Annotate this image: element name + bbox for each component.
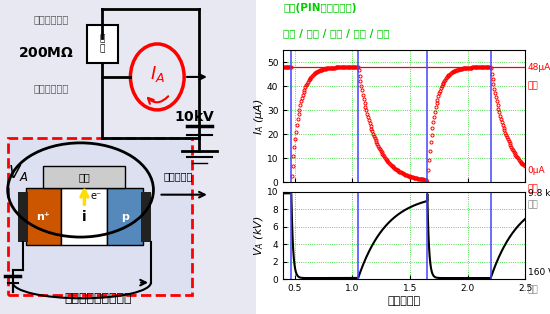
- Bar: [107, 188, 143, 245]
- Bar: [62, 188, 107, 245]
- Text: p: p: [122, 212, 129, 222]
- Text: 負
荷: 負 荷: [100, 34, 105, 54]
- Text: 真空パワースイッチ: 真空パワースイッチ: [65, 292, 132, 305]
- Text: 入力(PINダイオード): 入力(PINダイオード): [283, 3, 357, 13]
- Text: n⁺: n⁺: [37, 212, 51, 222]
- Text: （アース）: （アース）: [163, 171, 192, 181]
- Y-axis label: $I_A$ (μA): $I_A$ (μA): [251, 98, 266, 134]
- Bar: [18, 192, 28, 242]
- Text: オフ: オフ: [527, 200, 538, 209]
- Bar: [8, 138, 192, 295]
- Text: 160 V: 160 V: [527, 268, 550, 277]
- Text: $\mathbf{10kV}$: $\mathbf{10kV}$: [174, 109, 215, 124]
- Bar: [43, 166, 125, 188]
- Text: i: i: [82, 210, 87, 224]
- Text: オン: オン: [527, 82, 538, 91]
- X-axis label: 時間（秒）: 時間（秒）: [388, 296, 421, 306]
- Text: オフ / オン / オフ / オン / オフ: オフ / オン / オフ / オン / オフ: [283, 28, 390, 38]
- Text: $I_A$: $I_A$: [150, 64, 165, 84]
- Text: 0μA: 0μA: [527, 165, 545, 175]
- Text: e⁻: e⁻: [91, 191, 102, 201]
- Text: （高電圧側）: （高電圧側）: [34, 14, 69, 24]
- Text: $\mathbf{200M\Omega}$: $\mathbf{200M\Omega}$: [18, 46, 74, 60]
- Text: （低電圧側）: （低電圧側）: [34, 83, 69, 93]
- Text: $V_A$: $V_A$: [8, 163, 28, 183]
- Bar: [87, 25, 118, 63]
- Text: 9.8 kV: 9.8 kV: [527, 189, 550, 198]
- Y-axis label: $V_A$ (kV): $V_A$ (kV): [252, 215, 266, 256]
- Text: 48μA: 48μA: [527, 62, 550, 72]
- Text: オン: オン: [527, 285, 538, 295]
- Bar: [26, 188, 62, 245]
- Text: 陽極: 陽極: [79, 172, 90, 182]
- Text: オフ: オフ: [527, 185, 538, 194]
- Bar: [141, 192, 151, 242]
